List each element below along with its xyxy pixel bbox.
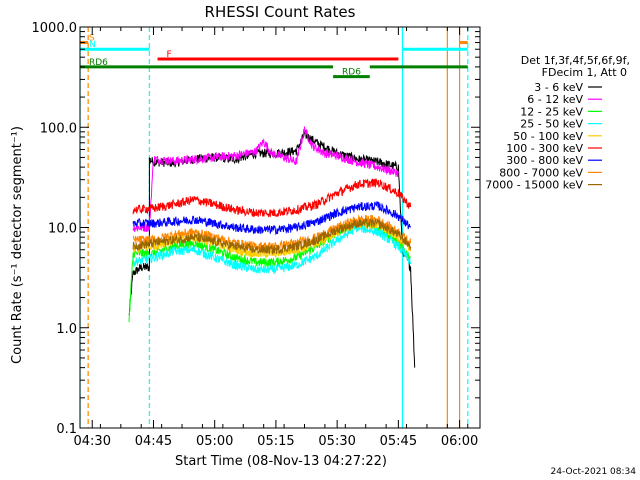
legend-header-line-1: Det 1f,3f,4f,5f,6f,9f, <box>521 54 630 67</box>
legend-label-0: 3 - 6 keV <box>534 81 583 94</box>
series-line-6 <box>132 201 412 236</box>
y-tick-label-3: 100.0 <box>40 121 77 136</box>
x-tick-label-4: 05:30 <box>318 434 355 449</box>
x-tick-label-5: 05:45 <box>380 434 417 449</box>
y-axis-label: Count Rate (s⁻¹ detector segment⁻¹) <box>10 126 25 364</box>
series-line-2 <box>128 219 412 323</box>
y-tick-label-4: 1000.0 <box>32 21 78 36</box>
x-tick-label-2: 05:00 <box>196 434 233 449</box>
legend-label-5: 100 - 300 keV <box>506 142 583 155</box>
legend-header-line-2: FDecim 1, Att 0 <box>542 66 627 79</box>
series-line-5 <box>132 178 412 218</box>
series-layer <box>128 126 416 368</box>
x-tick-label-0: 04:30 <box>74 434 111 449</box>
flag-label-5: RD6 <box>89 58 108 68</box>
y-axis: 0.1 1.0 10.0 100.0 1000.0 <box>32 21 480 437</box>
flag-label-1: N <box>89 40 96 50</box>
legend-label-2: 12 - 25 keV <box>520 105 583 118</box>
flag-label-4: F <box>167 50 172 60</box>
legend-label-1: 6 - 12 keV <box>527 93 583 106</box>
legend-label-8: 7000 - 15000 keV <box>485 179 583 192</box>
chart-title: RHESSI Count Rates <box>205 3 356 21</box>
flag-label-6: RD6 <box>342 68 361 78</box>
x-axis-label: Start Time (08-Nov-13 04:27:22) <box>175 454 387 469</box>
legend-label-6: 300 - 800 keV <box>506 154 583 167</box>
legend: Det 1f,3f,4f,5f,6f,9f, FDecim 1, Att 0 3… <box>485 54 630 192</box>
y-tick-label-2: 10.0 <box>48 222 77 237</box>
legend-label-4: 50 - 100 keV <box>513 130 583 143</box>
x-tick-label-3: 05:15 <box>257 434 294 449</box>
generation-timestamp: 24-Oct-2021 08:34 <box>551 467 637 477</box>
y-tick-label-0: 0.1 <box>56 422 77 437</box>
legend-label-3: 25 - 50 keV <box>520 118 583 131</box>
x-tick-label-6: 06:00 <box>441 434 478 449</box>
y-tick-label-1: 1.0 <box>56 322 77 337</box>
flag-label-0: S <box>89 34 95 44</box>
series-line-8 <box>132 217 412 255</box>
x-tick-label-1: 04:45 <box>135 434 172 449</box>
flag-bars: SN F RD6 RD6 <box>80 34 468 79</box>
x-axis: 04:30 04:45 05:00 05:15 05:30 05:45 06:00 <box>74 27 478 449</box>
series-line-1 <box>132 126 399 232</box>
legend-label-7: 800 - 7000 keV <box>499 166 583 179</box>
